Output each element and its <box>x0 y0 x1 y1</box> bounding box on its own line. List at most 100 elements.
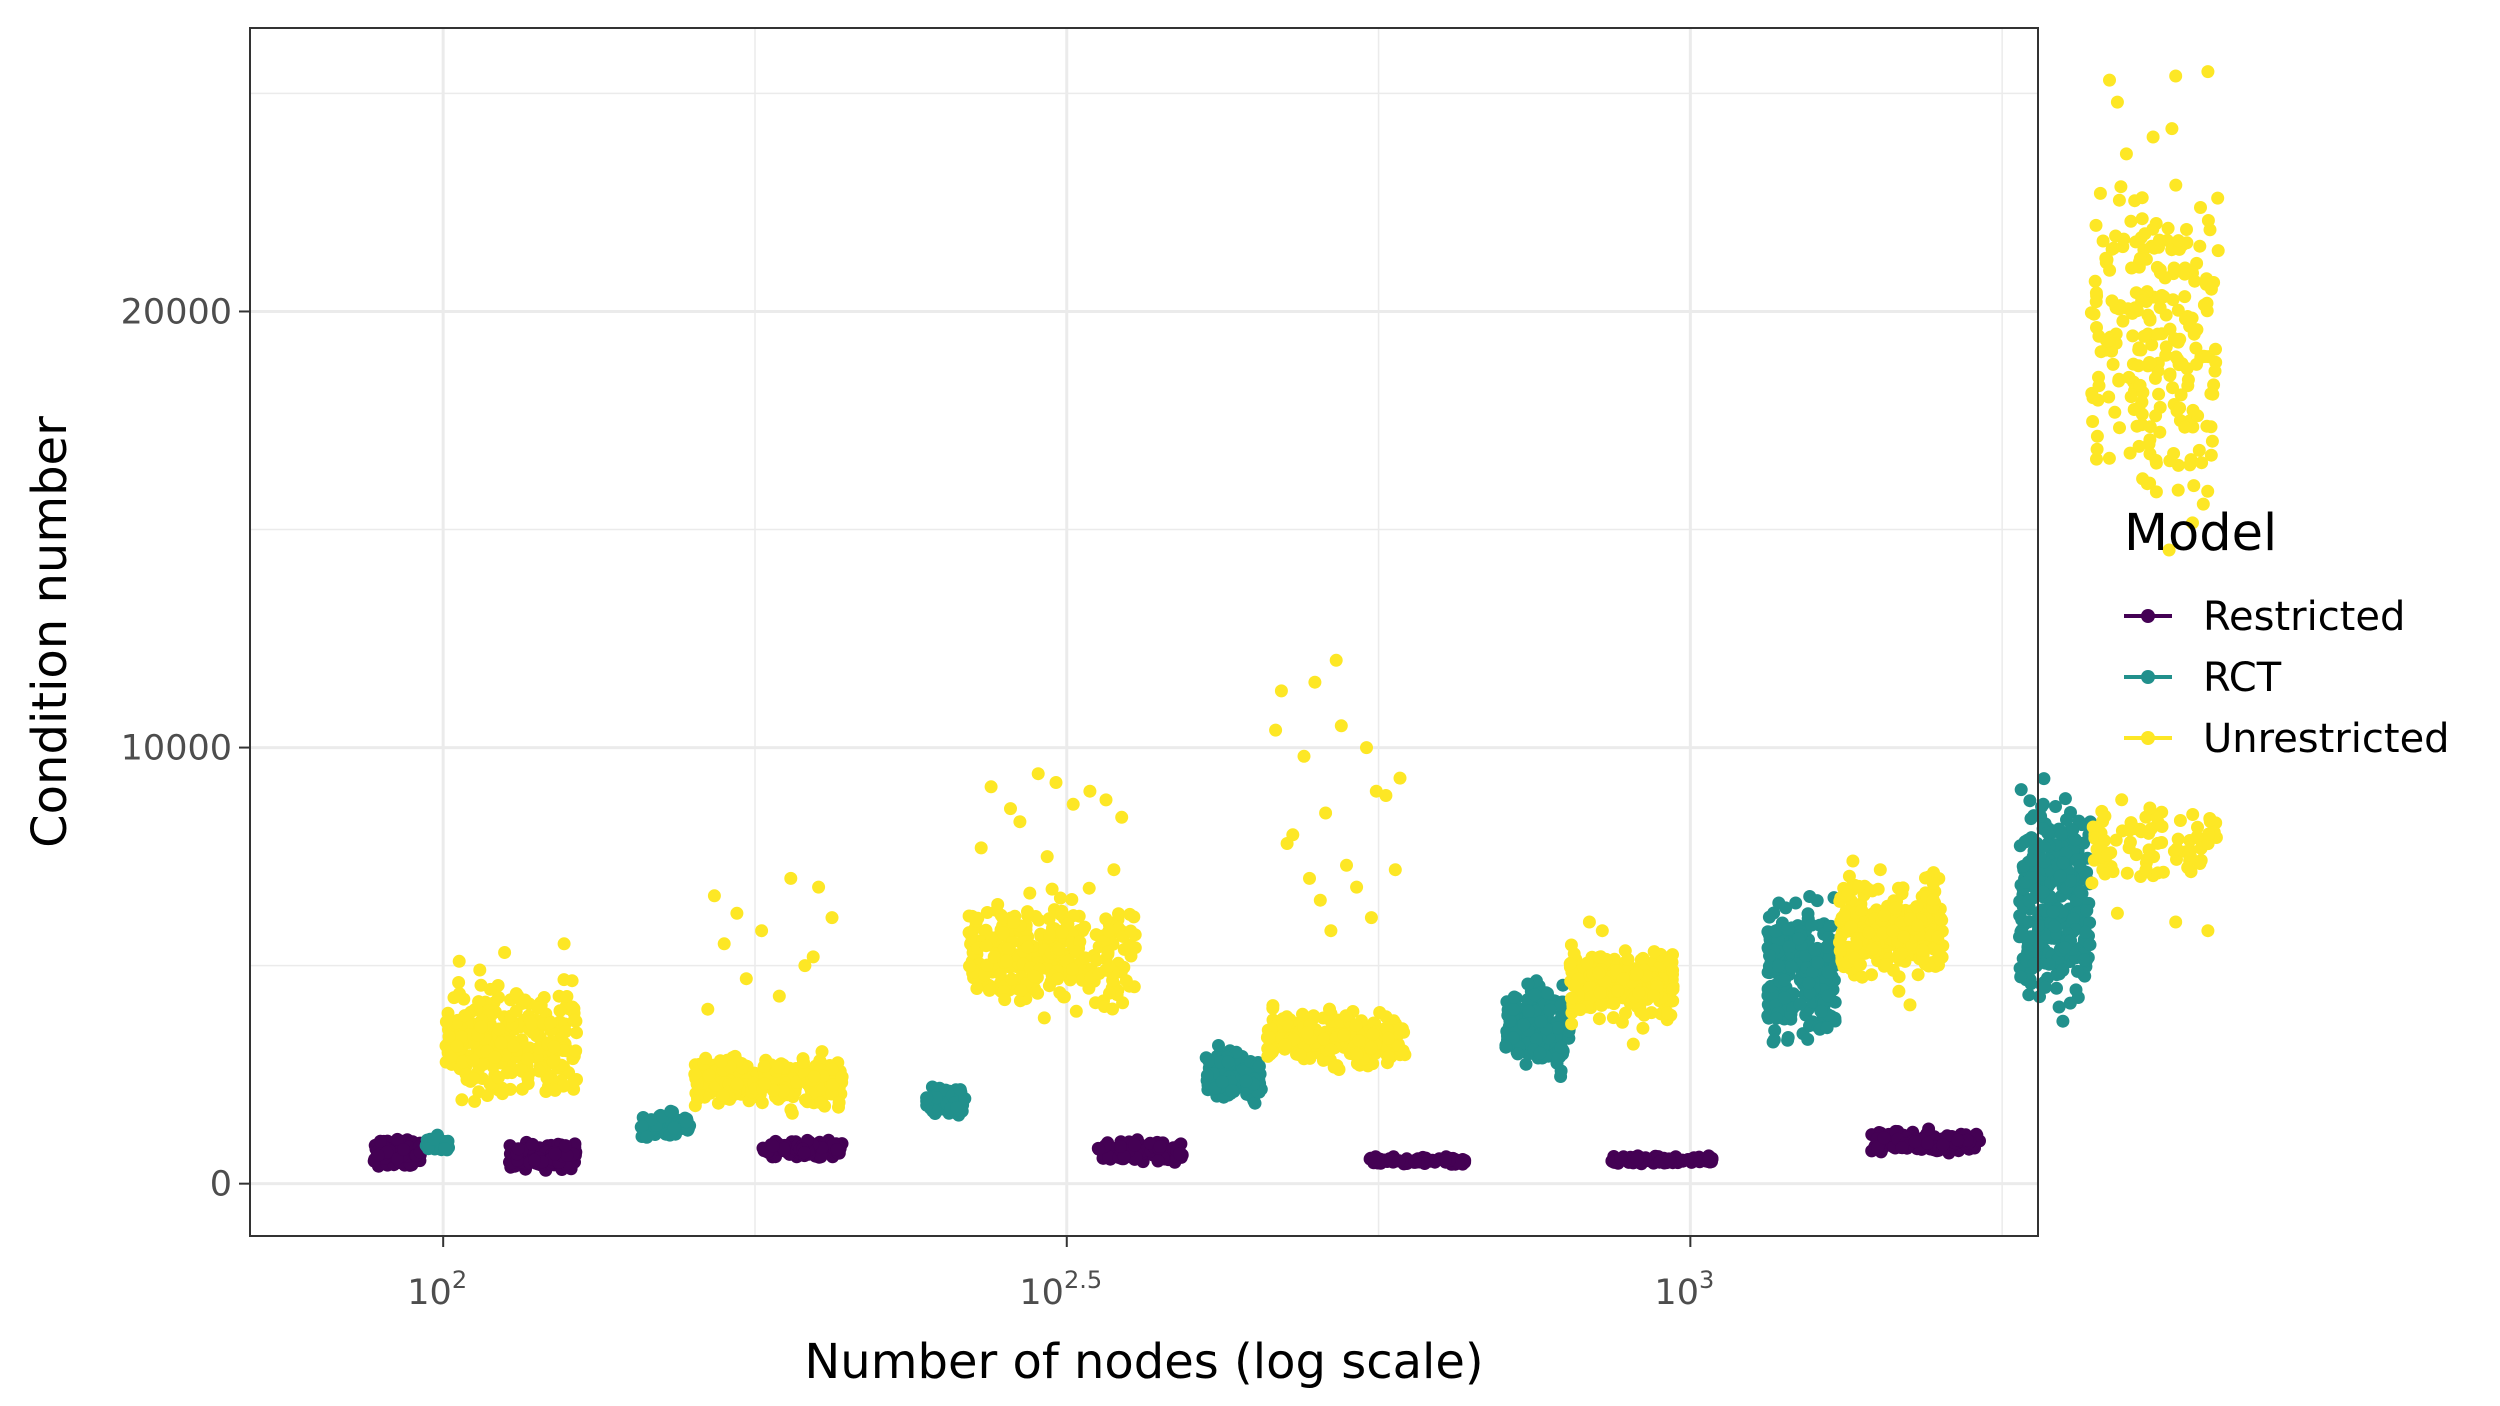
data-point <box>1778 991 1791 1005</box>
data-point <box>521 1052 535 1066</box>
data-point <box>1066 797 1080 811</box>
data-point <box>1630 967 1644 981</box>
data-point <box>998 993 1012 1007</box>
data-point <box>1051 972 1065 986</box>
data-point <box>1350 1047 1364 1061</box>
data-point <box>2069 983 2083 997</box>
data-point <box>1877 1131 1891 1145</box>
data-point <box>2096 234 2110 248</box>
data-point <box>1865 942 1879 956</box>
y-tick-label: 0 <box>210 1165 232 1205</box>
data-point <box>2049 800 2062 813</box>
data-point <box>438 1142 452 1156</box>
data-point <box>2048 919 2061 933</box>
data-point <box>1781 1033 1795 1047</box>
data-point <box>2080 904 2094 918</box>
data-point <box>1280 837 1294 850</box>
data-point <box>1619 1006 1632 1020</box>
data-point <box>1862 926 1876 940</box>
data-point <box>2060 813 2073 827</box>
data-point <box>815 1045 829 1059</box>
data-point <box>2211 191 2225 205</box>
data-point <box>553 1004 567 1018</box>
data-point <box>476 1058 490 1071</box>
data-point <box>1317 1032 1331 1046</box>
data-point <box>1032 913 1046 927</box>
data-point <box>1101 945 1115 959</box>
data-point <box>776 1084 790 1098</box>
data-point <box>559 1139 572 1153</box>
data-point <box>979 939 993 953</box>
data-point <box>2038 980 2052 994</box>
data-point <box>1801 1032 1815 1046</box>
data-point <box>1782 940 1796 954</box>
data-point <box>547 1040 561 1054</box>
data-point <box>1676 1154 1690 1168</box>
data-point <box>2163 367 2177 381</box>
data-point <box>2086 415 2100 428</box>
data-point <box>996 926 1010 940</box>
data-point <box>1392 1154 1406 1168</box>
data-point <box>1379 789 1393 802</box>
data-point <box>2046 905 2060 919</box>
data-point <box>664 1104 678 1118</box>
data-point <box>1626 1037 1640 1051</box>
data-point <box>2135 191 2149 205</box>
data-point <box>2191 820 2204 834</box>
data-point <box>2134 825 2148 839</box>
data-point <box>1554 999 1568 1013</box>
data-point <box>495 1087 509 1101</box>
data-point <box>1915 943 1929 957</box>
data-point <box>559 1025 573 1038</box>
data-point <box>1324 1043 1338 1057</box>
data-point <box>391 1152 404 1166</box>
data-point <box>1926 893 1940 907</box>
data-point <box>2090 442 2104 456</box>
data-point <box>635 1119 649 1133</box>
data-point <box>2174 388 2188 402</box>
data-point <box>1319 806 1333 820</box>
data-point <box>1248 1096 1262 1110</box>
data-point <box>1114 1140 1127 1153</box>
data-point <box>565 1000 579 1014</box>
data-point <box>2187 327 2201 341</box>
data-point <box>2186 516 2199 530</box>
data-point <box>2133 378 2147 392</box>
data-point <box>557 937 571 951</box>
data-point <box>2124 390 2138 404</box>
data-point <box>2159 340 2173 354</box>
data-point <box>1873 863 1887 877</box>
data-point <box>2023 794 2037 808</box>
data-point <box>1852 879 1866 893</box>
data-point <box>565 974 579 988</box>
x-tick-label: 103 <box>1654 1266 1714 1313</box>
data-point <box>1303 1051 1317 1065</box>
data-point <box>1102 959 1116 973</box>
data-point <box>1053 891 1067 905</box>
data-point <box>1837 908 1851 922</box>
data-point <box>2171 832 2185 846</box>
y-axis-title: Condition number <box>22 416 78 848</box>
data-point <box>2195 456 2209 470</box>
data-point <box>2185 311 2199 325</box>
data-point <box>2163 322 2177 336</box>
data-point <box>2209 342 2222 356</box>
data-point <box>797 1055 810 1069</box>
data-point <box>2115 793 2129 807</box>
data-point <box>2116 314 2130 328</box>
data-point <box>2143 313 2157 327</box>
data-point <box>2072 814 2086 828</box>
data-point <box>1153 1140 1167 1153</box>
data-point <box>1833 944 1847 958</box>
data-point <box>1373 1006 1387 1019</box>
data-point <box>699 1051 713 1065</box>
data-point <box>2086 391 2100 405</box>
data-point <box>1662 1152 1676 1166</box>
data-point <box>1117 942 1131 956</box>
data-point <box>492 1022 506 1036</box>
data-point <box>1499 1040 1513 1054</box>
data-point <box>1565 1017 1579 1031</box>
data-point <box>1595 924 1609 938</box>
data-point <box>730 906 744 920</box>
data-point <box>2201 484 2215 498</box>
